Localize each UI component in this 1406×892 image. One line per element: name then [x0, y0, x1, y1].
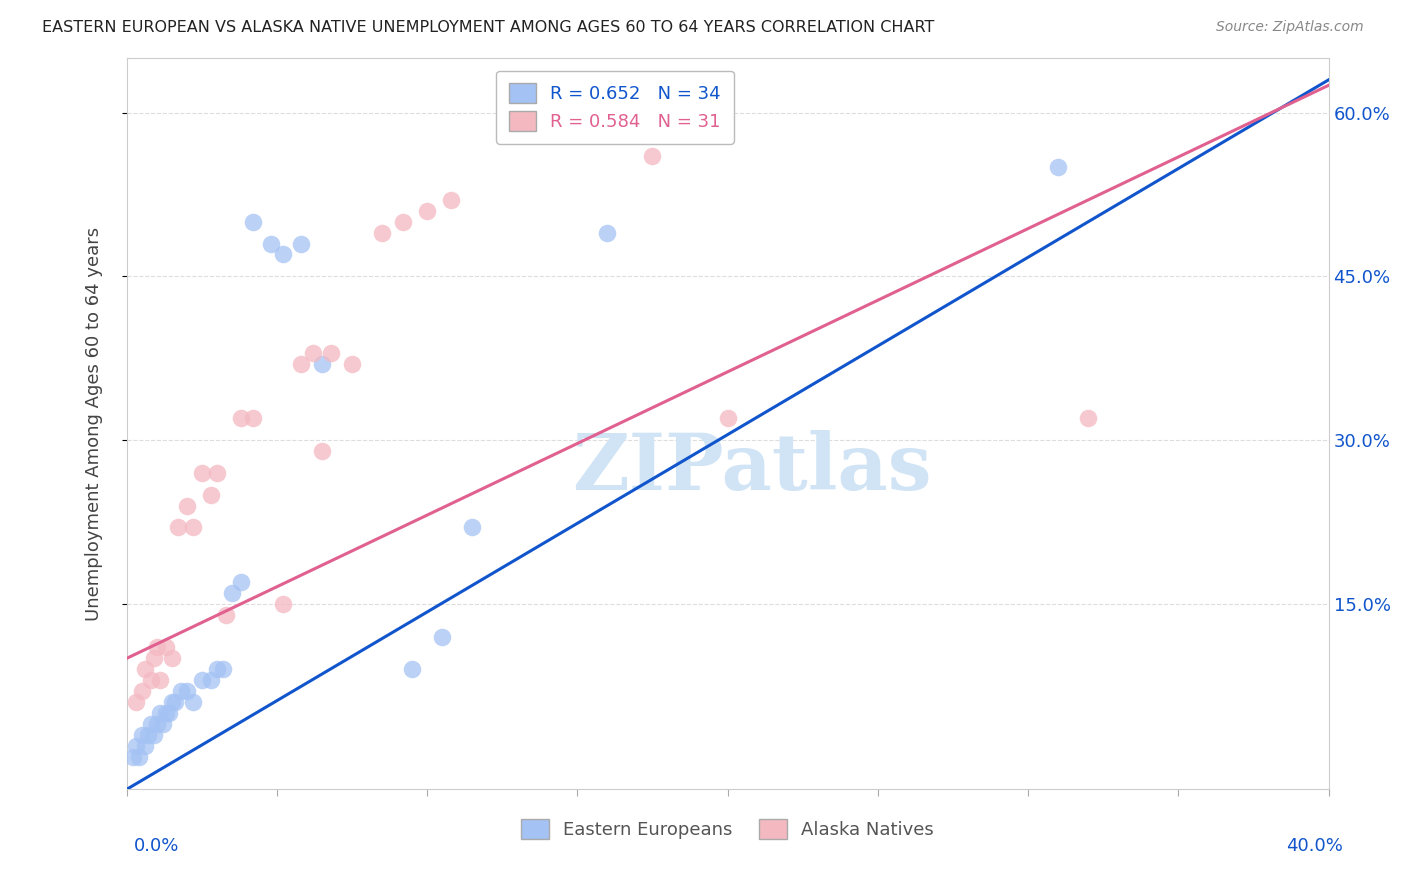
- Point: [242, 215, 264, 229]
- Point: [1077, 411, 1099, 425]
- Point: [229, 574, 252, 589]
- Point: [290, 357, 312, 371]
- Point: [211, 662, 233, 676]
- Point: [319, 345, 342, 359]
- Point: [461, 520, 484, 534]
- Point: [416, 203, 439, 218]
- Text: Source: ZipAtlas.com: Source: ZipAtlas.com: [1216, 20, 1364, 34]
- Point: [176, 499, 198, 513]
- Point: [181, 520, 204, 534]
- Point: [271, 247, 294, 261]
- Point: [131, 728, 153, 742]
- Point: [311, 357, 333, 371]
- Point: [190, 673, 212, 688]
- Point: [166, 520, 188, 534]
- Point: [205, 662, 228, 676]
- Point: [340, 357, 363, 371]
- Y-axis label: Unemployment Among Ages 60 to 64 years: Unemployment Among Ages 60 to 64 years: [84, 227, 103, 621]
- Point: [136, 728, 159, 742]
- Point: [596, 226, 619, 240]
- Point: [311, 444, 333, 458]
- Point: [134, 662, 156, 676]
- Point: [290, 236, 312, 251]
- Point: [430, 630, 453, 644]
- Point: [163, 695, 186, 709]
- Point: [302, 345, 325, 359]
- Point: [190, 466, 212, 480]
- Point: [160, 695, 183, 709]
- Point: [145, 640, 167, 655]
- Point: [149, 673, 172, 688]
- Point: [121, 749, 143, 764]
- Point: [401, 662, 423, 676]
- Point: [176, 684, 198, 698]
- Point: [271, 597, 294, 611]
- Point: [124, 739, 146, 753]
- Point: [205, 466, 228, 480]
- Point: [242, 411, 264, 425]
- Point: [169, 684, 191, 698]
- Point: [139, 673, 162, 688]
- Point: [124, 695, 146, 709]
- Point: [134, 739, 156, 753]
- Point: [641, 149, 664, 163]
- Point: [229, 411, 252, 425]
- Point: [131, 684, 153, 698]
- Text: 40.0%: 40.0%: [1286, 837, 1343, 855]
- Text: ZIPatlas: ZIPatlas: [572, 430, 931, 506]
- Point: [152, 717, 174, 731]
- Point: [200, 488, 222, 502]
- Point: [181, 695, 204, 709]
- Point: [1047, 160, 1070, 174]
- Point: [221, 586, 243, 600]
- Point: [139, 717, 162, 731]
- Point: [200, 673, 222, 688]
- Point: [128, 749, 150, 764]
- Point: [215, 607, 238, 622]
- Point: [160, 651, 183, 665]
- Point: [716, 411, 740, 425]
- Point: [149, 706, 172, 720]
- Point: [142, 651, 165, 665]
- Point: [157, 706, 180, 720]
- Point: [142, 728, 165, 742]
- Text: 0.0%: 0.0%: [134, 837, 179, 855]
- Point: [440, 193, 463, 207]
- Text: EASTERN EUROPEAN VS ALASKA NATIVE UNEMPLOYMENT AMONG AGES 60 TO 64 YEARS CORRELA: EASTERN EUROPEAN VS ALASKA NATIVE UNEMPL…: [42, 20, 935, 35]
- Point: [155, 640, 177, 655]
- Point: [260, 236, 283, 251]
- Point: [145, 717, 167, 731]
- Point: [155, 706, 177, 720]
- Point: [392, 215, 415, 229]
- Point: [371, 226, 394, 240]
- Legend: Eastern Europeans, Alaska Natives: Eastern Europeans, Alaska Natives: [515, 812, 941, 847]
